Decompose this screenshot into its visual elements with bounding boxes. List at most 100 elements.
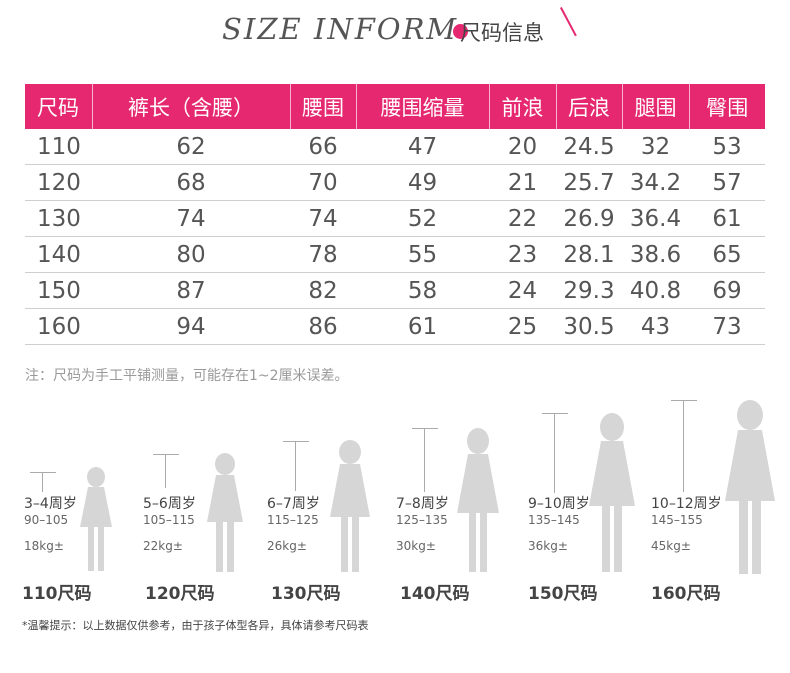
child-silhouette-icon [207,453,243,572]
size-label: 120尺码 [145,584,215,604]
table-cell: 62 [92,129,290,165]
table-cell: 86 [290,308,356,345]
table-cell: 110 [25,129,92,165]
weight-value: 18kg± [24,539,64,553]
table-cell: 32 [622,129,689,165]
height-range: 90–105 [24,513,69,527]
table-cell: 73 [689,308,765,345]
table-row: 120 68 70 49 21 25.7 34.2 57 [25,164,765,201]
table-cell: 29.3 [556,272,622,309]
table-cell: 34.2 [622,164,689,201]
size-label: 110尺码 [22,584,92,604]
header-thigh: 腿围 [622,84,690,129]
age-range: 9–10周岁 [528,496,590,512]
weight-value: 22kg± [143,539,183,553]
child-silhouette-icon [725,400,775,574]
table-cell: 94 [92,308,290,345]
height-range: 125–135 [396,513,448,527]
table-cell: 65 [689,236,765,273]
height-range: 145–155 [651,513,703,527]
height-scale-line [165,454,166,488]
title-slash-decoration [560,7,577,37]
table-cell: 30.5 [556,308,622,345]
table-cell: 57 [689,164,765,201]
table-cell: 38.6 [622,236,689,273]
size-label: 160尺码 [651,584,721,604]
table-cell: 28.1 [556,236,622,273]
header-waist: 腰围 [290,84,357,129]
figure-160: 10–12周岁 145–155 45kg± 160尺码 [651,397,781,605]
table-cell: 140 [25,236,92,273]
age-range: 7–8周岁 [396,496,449,512]
weight-value: 36kg± [528,539,568,553]
height-scale-line [554,413,555,493]
size-table: 尺码 裤长（含腰） 腰围 腰围缩量 前浪 后浪 腿围 臀围 110 62 66 … [25,84,765,345]
figure-110: 3–4周岁 90–105 18kg± 110尺码 [22,465,122,605]
table-cell: 47 [356,129,489,165]
table-cell: 52 [356,200,489,237]
height-scale-line [42,472,43,492]
table-cell: 25 [489,308,556,345]
table-cell: 40.8 [622,272,689,309]
table-cell: 26.9 [556,200,622,237]
table-row: 140 80 78 55 23 28.1 38.6 65 [25,236,765,273]
table-cell: 22 [489,200,556,237]
table-cell: 74 [92,200,290,237]
child-silhouette-icon [457,428,499,572]
table-row: 110 62 66 47 20 24.5 32 53 [25,129,765,165]
measurement-note: 注：尺码为手工平铺测量，可能存在1~2厘米误差。 [25,368,349,384]
header-hip: 臀围 [689,84,765,129]
table-cell: 24 [489,272,556,309]
title-chinese: 尺码信息 [460,21,544,45]
table-header-row: 尺码 裤长（含腰） 腰围 腰围缩量 前浪 后浪 腿围 臀围 [25,84,765,129]
header-front-rise: 前浪 [489,84,557,129]
height-scale-top [153,454,179,455]
table-cell: 150 [25,272,92,309]
table-cell: 160 [25,308,92,345]
age-range: 5–6周岁 [143,496,196,512]
table-cell: 55 [356,236,489,273]
height-scale-top [283,441,309,442]
title-dot-icon [453,24,468,39]
table-cell: 43 [622,308,689,345]
figure-150: 9–10周岁 135–145 36kg± 150尺码 [528,410,643,605]
age-range: 3–4周岁 [24,496,77,512]
table-cell: 20 [489,129,556,165]
header-back-rise: 后浪 [556,84,623,129]
table-cell: 66 [290,129,356,165]
weight-value: 26kg± [267,539,307,553]
table-cell: 23 [489,236,556,273]
figure-120: 5–6周岁 105–115 22kg± 120尺码 [143,450,253,605]
table-cell: 69 [689,272,765,309]
reference-tip: *温馨提示：以上数据仅供参考，由于孩子体型各异，具体请参考尺码表 [22,619,369,632]
child-silhouette-icon [80,467,112,571]
title-english: SIZE INFORM [222,12,459,46]
height-scale-line [295,441,296,491]
height-scale-line [683,400,684,492]
height-scale-top [30,472,56,473]
table-cell: 36.4 [622,200,689,237]
child-silhouette-icon [330,440,370,572]
weight-value: 30kg± [396,539,436,553]
header-waist-shrink: 腰围缩量 [356,84,490,129]
table-cell: 58 [356,272,489,309]
table-cell: 61 [689,200,765,237]
table-cell: 21 [489,164,556,201]
age-range: 10–12周岁 [651,496,722,512]
table-cell: 80 [92,236,290,273]
height-range: 115–125 [267,513,319,527]
size-label: 150尺码 [528,584,598,604]
height-range: 135–145 [528,513,580,527]
age-range: 6–7周岁 [267,496,320,512]
table-row: 160 94 86 61 25 30.5 43 73 [25,308,765,345]
table-cell: 70 [290,164,356,201]
table-cell: 24.5 [556,129,622,165]
table-cell: 78 [290,236,356,273]
title: SIZE INFORM 尺码信息 [0,6,790,54]
table-row: 150 87 82 58 24 29.3 40.8 69 [25,272,765,309]
table-cell: 61 [356,308,489,345]
table-cell: 68 [92,164,290,201]
header-size: 尺码 [25,84,93,129]
height-scale-line [424,428,425,492]
table-row: 130 74 74 52 22 26.9 36.4 61 [25,200,765,237]
